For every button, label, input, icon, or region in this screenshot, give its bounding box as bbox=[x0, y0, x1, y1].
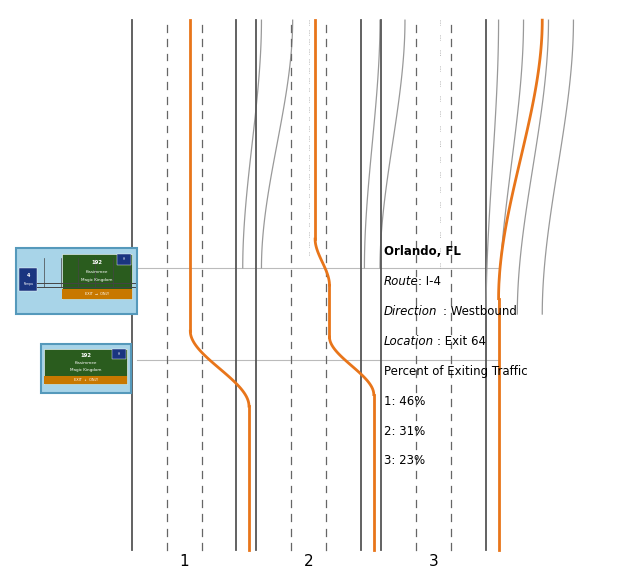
Text: 3: 23%: 3: 23% bbox=[384, 454, 425, 468]
Text: EXIT  →  ONLY: EXIT → ONLY bbox=[85, 293, 109, 297]
Text: H: H bbox=[122, 257, 125, 262]
Bar bbox=[16, 248, 137, 314]
Text: Magic Kingdom: Magic Kingdom bbox=[81, 278, 113, 282]
Text: Direction: Direction bbox=[384, 305, 437, 318]
Bar bbox=[44, 376, 127, 384]
Text: Tampa: Tampa bbox=[23, 282, 33, 286]
Text: Kissimmee: Kissimmee bbox=[75, 361, 97, 365]
Text: Percent of Exiting Traffic: Percent of Exiting Traffic bbox=[384, 365, 527, 378]
Text: Kissimmee: Kissimmee bbox=[86, 270, 109, 274]
Bar bbox=[62, 255, 132, 300]
Text: 192: 192 bbox=[92, 260, 102, 265]
Text: : I-4: : I-4 bbox=[418, 275, 441, 288]
Text: Location: Location bbox=[384, 335, 434, 348]
Bar bbox=[112, 349, 125, 359]
Text: 2: 31%: 2: 31% bbox=[384, 425, 425, 438]
Bar bbox=[62, 289, 132, 300]
Text: 2: 2 bbox=[304, 554, 314, 569]
Text: 1: 46%: 1: 46% bbox=[384, 395, 425, 408]
Text: Magic Kingdom: Magic Kingdom bbox=[70, 368, 102, 372]
Text: 3: 3 bbox=[429, 554, 439, 569]
Text: 1: 1 bbox=[179, 554, 189, 569]
Text: : Exit 64: : Exit 64 bbox=[437, 335, 486, 348]
Bar bbox=[117, 255, 130, 265]
Bar bbox=[19, 268, 37, 291]
Text: 192: 192 bbox=[80, 353, 91, 358]
Bar bbox=[41, 344, 131, 393]
Text: EXIT  ↓  ONLY: EXIT ↓ ONLY bbox=[74, 378, 98, 382]
Text: Route: Route bbox=[384, 275, 419, 288]
Bar bbox=[44, 349, 127, 384]
Text: Orlando, FL: Orlando, FL bbox=[384, 245, 461, 258]
Text: : Westbound: : Westbound bbox=[443, 305, 517, 318]
Text: H: H bbox=[117, 352, 120, 356]
Text: 4: 4 bbox=[26, 273, 30, 278]
